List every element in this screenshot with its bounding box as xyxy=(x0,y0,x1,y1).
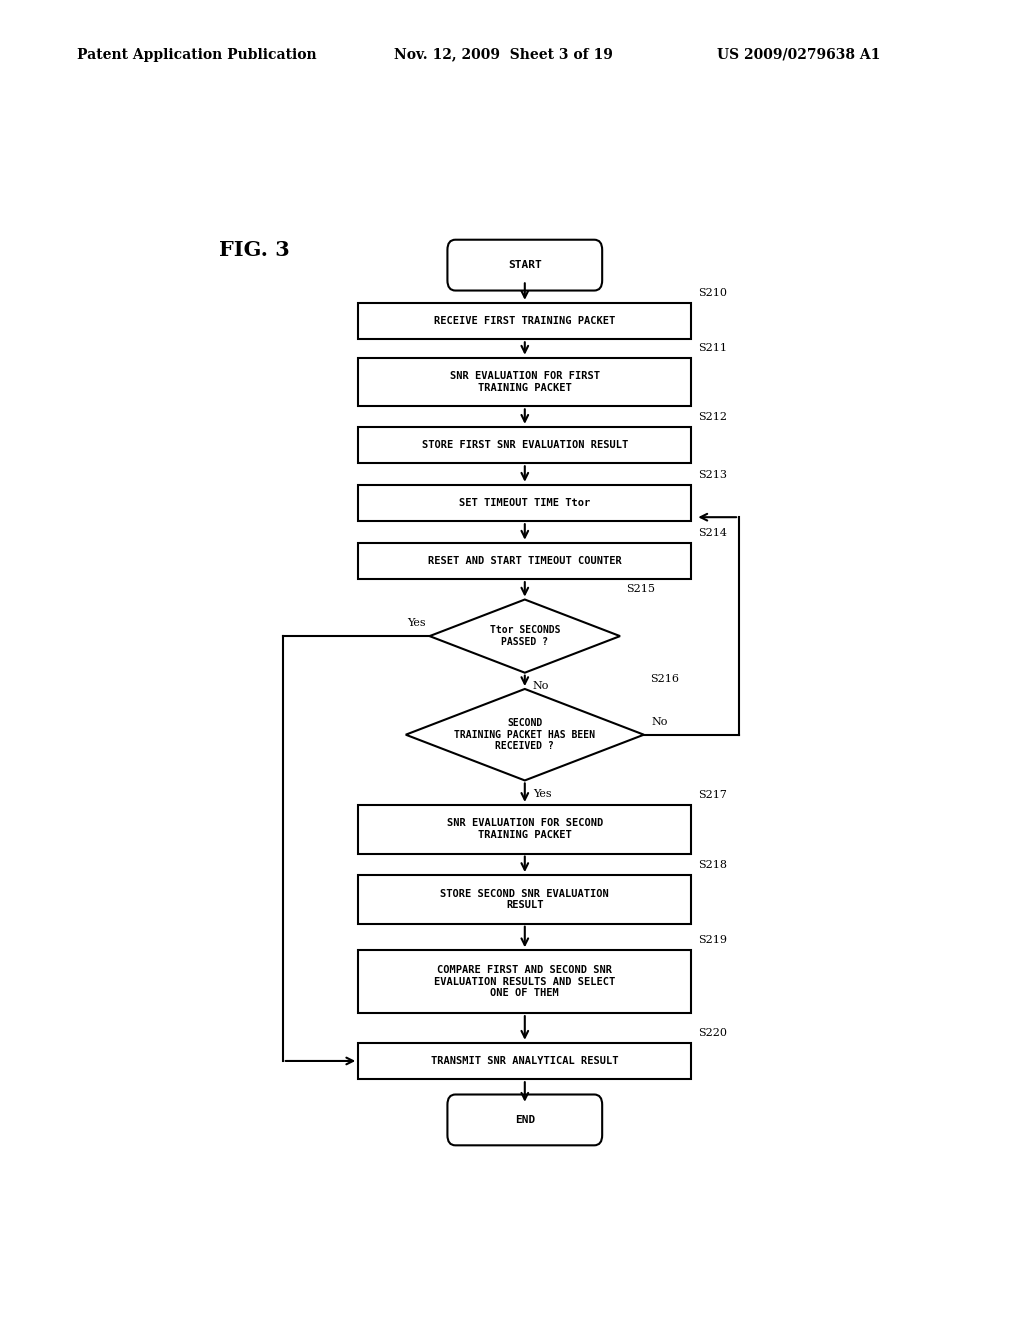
Text: END: END xyxy=(515,1115,535,1125)
Text: RECEIVE FIRST TRAINING PACKET: RECEIVE FIRST TRAINING PACKET xyxy=(434,315,615,326)
Text: Yes: Yes xyxy=(532,788,551,799)
Text: S216: S216 xyxy=(650,675,679,684)
FancyBboxPatch shape xyxy=(358,805,691,854)
FancyBboxPatch shape xyxy=(358,875,691,924)
Text: S210: S210 xyxy=(697,288,727,297)
Text: SNR EVALUATION FOR FIRST
TRAINING PACKET: SNR EVALUATION FOR FIRST TRAINING PACKET xyxy=(450,371,600,393)
Text: S219: S219 xyxy=(697,935,727,945)
Text: S214: S214 xyxy=(697,528,727,537)
Text: No: No xyxy=(532,681,549,690)
Text: Patent Application Publication: Patent Application Publication xyxy=(77,48,316,62)
FancyBboxPatch shape xyxy=(358,484,691,521)
Text: US 2009/0279638 A1: US 2009/0279638 A1 xyxy=(717,48,881,62)
Text: FIG. 3: FIG. 3 xyxy=(219,240,290,260)
Text: S211: S211 xyxy=(697,342,727,352)
FancyBboxPatch shape xyxy=(358,950,691,1014)
Text: STORE FIRST SNR EVALUATION RESULT: STORE FIRST SNR EVALUATION RESULT xyxy=(422,440,628,450)
Text: SECOND
TRAINING PACKET HAS BEEN
RECEIVED ?: SECOND TRAINING PACKET HAS BEEN RECEIVED… xyxy=(455,718,595,751)
Text: SET TIMEOUT TIME Ttor: SET TIMEOUT TIME Ttor xyxy=(459,498,591,508)
Text: TRANSMIT SNR ANALYTICAL RESULT: TRANSMIT SNR ANALYTICAL RESULT xyxy=(431,1056,618,1067)
FancyBboxPatch shape xyxy=(358,543,691,579)
Text: COMPARE FIRST AND SECOND SNR
EVALUATION RESULTS AND SELECT
ONE OF THEM: COMPARE FIRST AND SECOND SNR EVALUATION … xyxy=(434,965,615,998)
Text: S212: S212 xyxy=(697,412,727,421)
Polygon shape xyxy=(406,689,644,780)
FancyBboxPatch shape xyxy=(358,302,691,339)
FancyBboxPatch shape xyxy=(358,358,691,407)
FancyBboxPatch shape xyxy=(358,426,691,463)
Text: Yes: Yes xyxy=(407,618,426,628)
FancyBboxPatch shape xyxy=(358,1043,691,1080)
FancyBboxPatch shape xyxy=(447,1094,602,1146)
Text: S213: S213 xyxy=(697,470,727,479)
Text: STORE SECOND SNR EVALUATION
RESULT: STORE SECOND SNR EVALUATION RESULT xyxy=(440,888,609,911)
FancyBboxPatch shape xyxy=(447,240,602,290)
Text: START: START xyxy=(508,260,542,271)
Text: S215: S215 xyxy=(627,585,655,594)
Text: S218: S218 xyxy=(697,859,727,870)
Text: Ttor SECONDS
PASSED ?: Ttor SECONDS PASSED ? xyxy=(489,626,560,647)
Text: Nov. 12, 2009  Sheet 3 of 19: Nov. 12, 2009 Sheet 3 of 19 xyxy=(394,48,613,62)
Polygon shape xyxy=(430,599,620,673)
Text: S217: S217 xyxy=(697,789,727,800)
Text: RESET AND START TIMEOUT COUNTER: RESET AND START TIMEOUT COUNTER xyxy=(428,556,622,566)
Text: No: No xyxy=(652,717,668,726)
Text: SNR EVALUATION FOR SECOND
TRAINING PACKET: SNR EVALUATION FOR SECOND TRAINING PACKE… xyxy=(446,818,603,840)
Text: S220: S220 xyxy=(697,1027,727,1038)
